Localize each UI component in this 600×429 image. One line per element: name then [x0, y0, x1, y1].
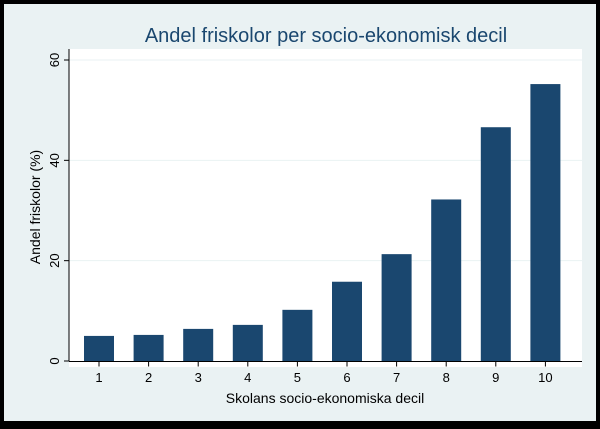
- x-tick-label: 4: [244, 370, 251, 385]
- bar-decile-9: [480, 127, 511, 362]
- x-tick-label: 6: [343, 370, 350, 385]
- bar-chart: Andel friskolor per socio-ekonomisk deci…: [27, 25, 582, 406]
- x-tick-label: 1: [95, 370, 102, 385]
- x-tick-label: 3: [195, 370, 202, 385]
- chart-frame: Andel friskolor per socio-ekonomisk deci…: [4, 4, 596, 421]
- y-tick-label: 40: [47, 153, 62, 167]
- x-tick-label: 2: [145, 370, 152, 385]
- bar-series: [84, 84, 561, 362]
- x-tick-label: 9: [492, 370, 499, 385]
- bar-decile-10: [530, 84, 561, 361]
- x-tick-label: 7: [393, 370, 400, 385]
- bar-decile-6: [332, 281, 362, 361]
- x-tick-label: 5: [294, 370, 301, 385]
- bar-decile-4: [232, 324, 263, 361]
- x-tick-label: 10: [538, 370, 552, 385]
- bar-decile-8: [431, 199, 462, 361]
- y-axis-ticks: 0 20 40 60: [47, 53, 69, 365]
- y-tick-label: 20: [47, 253, 62, 267]
- x-axis-ticks: 1 2 3 4 5 6 7 8 9 10: [95, 361, 553, 385]
- bar-decile-5: [282, 309, 313, 361]
- y-tick-label: 0: [47, 357, 62, 364]
- y-axis-label: Andel friskolor (%): [27, 150, 43, 264]
- bar-decile-7: [381, 254, 412, 361]
- bar-decile-3: [183, 328, 214, 361]
- bar-decile-1: [84, 335, 114, 361]
- x-axis-label: Skolans socio-ekonomiska decil: [226, 390, 424, 406]
- y-tick-label: 60: [47, 53, 62, 67]
- x-tick-label: 8: [443, 370, 450, 385]
- axes: [68, 49, 582, 362]
- bar-decile-2: [133, 334, 164, 361]
- chart-title: Andel friskolor per socio-ekonomisk deci…: [145, 25, 507, 47]
